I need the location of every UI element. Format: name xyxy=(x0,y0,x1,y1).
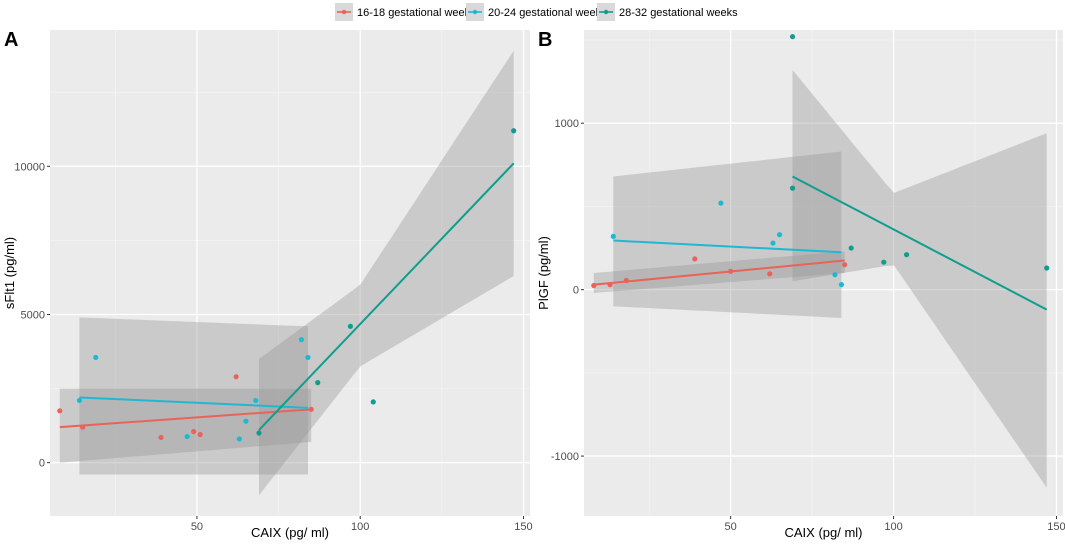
data-point xyxy=(298,337,305,343)
y-axis-ticks: -1000 0 1000 xyxy=(551,118,584,463)
data-point xyxy=(591,282,597,289)
y-axis-title: sFlt1 (pg/ml) xyxy=(2,237,17,309)
data-point xyxy=(881,259,887,265)
panel-label: A xyxy=(4,29,18,51)
data-point xyxy=(308,406,314,412)
y-tick-label: 0 xyxy=(39,458,45,470)
y-tick-label: 5000 xyxy=(21,309,45,321)
legend-label: 28-32 gestational weeks xyxy=(619,7,738,19)
y-tick-label: -1000 xyxy=(551,451,579,463)
y-tick-label: 1000 xyxy=(555,118,579,130)
plot-background xyxy=(584,30,1063,516)
legend-key-dot xyxy=(603,9,609,15)
legend-item-16-18: 16-18 gestational weeks xyxy=(335,3,476,21)
data-point xyxy=(93,354,99,361)
data-point xyxy=(607,282,613,288)
x-tick-label: 100 xyxy=(351,521,369,533)
data-point xyxy=(184,433,190,440)
y-axis-title: PlGF (pg/ml) xyxy=(536,236,551,310)
data-point xyxy=(305,354,311,361)
data-point xyxy=(842,262,848,268)
data-point xyxy=(370,399,376,405)
legend-box xyxy=(333,2,738,22)
confidence-band xyxy=(259,50,514,496)
legend-key-dot xyxy=(472,9,478,15)
data-point xyxy=(233,374,239,380)
confidence-band xyxy=(59,388,312,463)
data-point xyxy=(197,431,203,438)
data-points xyxy=(57,128,517,442)
gridlines xyxy=(584,30,1063,516)
x-tick-label: 150 xyxy=(514,521,532,533)
legend-label: 16-18 gestational weeks xyxy=(357,7,476,19)
plot-background xyxy=(50,30,530,516)
x-axis-ticks: 50 100 150 xyxy=(191,516,533,533)
data-point xyxy=(315,380,321,386)
legend-item-28-32: 28-32 gestational weeks xyxy=(597,3,738,21)
data-point xyxy=(236,436,242,442)
data-point xyxy=(80,424,86,430)
regression-lines xyxy=(59,162,515,431)
x-axis-title: CAIX (pg/ ml) xyxy=(784,525,862,540)
data-point xyxy=(191,428,197,435)
data-point xyxy=(511,128,517,134)
data-point xyxy=(253,397,259,404)
data-point xyxy=(776,232,783,238)
data-point xyxy=(832,272,838,278)
data-point xyxy=(76,397,82,404)
confidence-band xyxy=(79,317,309,475)
confidence-band xyxy=(792,69,1047,488)
data-point xyxy=(158,434,164,441)
x-tick-label: 50 xyxy=(725,521,737,533)
panel-a: A 50 100 150 0 5000 10000 CAIX (pg/ ml) sFlt… xyxy=(2,29,533,540)
data-point xyxy=(256,430,262,436)
y-axis-ticks: 0 5000 10000 xyxy=(14,161,50,470)
x-axis-title: CAIX (pg/ ml) xyxy=(251,525,329,540)
data-point xyxy=(767,271,773,277)
data-point xyxy=(728,268,734,274)
regression-line xyxy=(792,175,1048,311)
data-point xyxy=(718,200,724,206)
regression-line xyxy=(258,162,515,431)
data-point xyxy=(903,252,910,258)
data-point xyxy=(838,282,845,288)
panel-b: B 50 100 150 -1000 0 1000 CAIX (pg/ ml) PlGF… xyxy=(536,29,1065,540)
data-point xyxy=(623,277,629,284)
data-point xyxy=(610,233,616,239)
panel-label: B xyxy=(538,29,552,51)
data-point xyxy=(243,418,249,424)
x-axis-ticks: 50 100 150 xyxy=(725,516,1065,533)
data-point xyxy=(770,240,776,246)
data-point xyxy=(789,185,796,191)
data-point xyxy=(347,323,354,329)
regression-line xyxy=(613,239,842,254)
data-point xyxy=(692,256,698,262)
data-point xyxy=(57,408,63,414)
gridlines xyxy=(50,30,530,516)
x-tick-label: 100 xyxy=(884,521,902,533)
legend-item-20-24: 20-24 gestational weeks xyxy=(466,3,607,21)
regression-line xyxy=(59,408,312,429)
x-tick-label: 50 xyxy=(191,521,203,533)
legend: 16-18 gestational weeks 20-24 gestationa… xyxy=(333,2,738,22)
y-tick-label: 10000 xyxy=(14,161,45,173)
data-point xyxy=(1044,265,1050,271)
confidence-bands xyxy=(59,50,514,496)
x-tick-label: 150 xyxy=(1047,521,1065,533)
regression-line xyxy=(593,259,845,286)
data-points xyxy=(591,34,1050,289)
data-point xyxy=(848,245,854,251)
legend-key-dot xyxy=(341,9,347,15)
data-point xyxy=(789,34,796,40)
legend-label: 20-24 gestational weeks xyxy=(488,7,607,19)
regression-lines xyxy=(593,175,1048,311)
y-tick-label: 0 xyxy=(573,285,579,297)
regression-line xyxy=(79,396,309,409)
